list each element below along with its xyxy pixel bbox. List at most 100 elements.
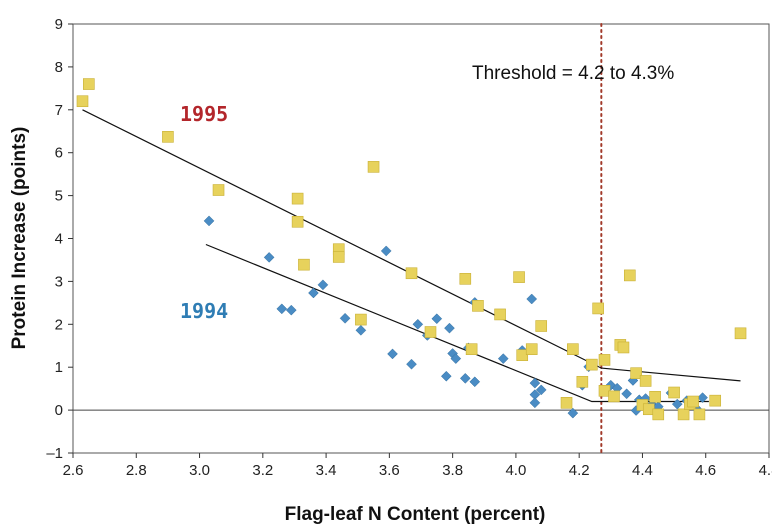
point-1994 xyxy=(535,384,547,396)
y-axis-title: Protein Increase (points) xyxy=(9,127,30,350)
point-1995 xyxy=(525,343,538,355)
point-1995 xyxy=(630,367,642,380)
point-1995 xyxy=(734,327,747,340)
point-1994 xyxy=(276,303,288,315)
y-tick-label: 6 xyxy=(55,145,63,162)
point-1994 xyxy=(526,293,538,305)
annotations: Threshold = 4.2 to 4.3% 1995 1994 xyxy=(180,63,674,323)
point-1995 xyxy=(677,408,690,421)
point-1995 xyxy=(535,320,548,332)
point-1995 xyxy=(560,397,573,409)
series-label-1994: 1994 xyxy=(180,299,228,323)
point-1994 xyxy=(387,348,398,360)
point-1994 xyxy=(406,358,417,370)
y-tick-label: 7 xyxy=(55,102,63,119)
x-tick-label: 3.4 xyxy=(316,462,337,479)
point-1994 xyxy=(317,279,329,291)
point-1994 xyxy=(567,407,579,419)
point-1994 xyxy=(469,376,481,388)
point-1995 xyxy=(623,269,636,282)
y-tick-label: 9 xyxy=(55,16,63,33)
x-tick-label: 4.8 xyxy=(759,462,772,479)
trend-lines xyxy=(82,109,741,403)
x-tick-label: 2.8 xyxy=(126,462,147,479)
point-1994 xyxy=(355,324,367,336)
x-tick-label: 3.2 xyxy=(252,462,273,479)
x-tick-label: 3.8 xyxy=(442,462,463,479)
x-tick-label: 2.6 xyxy=(63,462,84,479)
point-1994 xyxy=(412,318,424,330)
point-1995 xyxy=(298,258,310,271)
point-1995 xyxy=(649,391,661,403)
y-tick-label: 2 xyxy=(55,316,63,333)
plot-frame xyxy=(72,23,770,454)
threshold-label: Threshold = 4.2 to 4.3% xyxy=(472,63,674,84)
point-1994 xyxy=(671,398,683,410)
point-1994 xyxy=(339,312,351,324)
point-1995 xyxy=(668,386,680,399)
point-1995 xyxy=(291,192,304,205)
point-1994 xyxy=(440,370,452,382)
point-1995 xyxy=(459,273,472,285)
data-markers xyxy=(76,78,747,421)
point-1995 xyxy=(576,375,589,388)
point-1994 xyxy=(203,215,215,227)
point-1994 xyxy=(459,373,471,384)
point-1994 xyxy=(529,377,541,389)
x-tick-label: 4.2 xyxy=(569,462,590,479)
point-1995 xyxy=(513,271,525,283)
point-1994 xyxy=(497,353,509,364)
point-1995 xyxy=(494,308,506,321)
x-tick-label: 3.6 xyxy=(379,462,400,479)
point-1995 xyxy=(332,251,345,263)
point-1995 xyxy=(83,78,95,90)
point-1995 xyxy=(516,349,529,361)
y-tick-label: 3 xyxy=(55,273,63,290)
point-1995 xyxy=(291,215,304,228)
y-tick-label: 5 xyxy=(55,188,63,205)
x-tick-label: 4.6 xyxy=(695,462,716,479)
point-1995 xyxy=(465,343,478,355)
point-1995 xyxy=(355,313,367,326)
point-1995 xyxy=(367,161,380,173)
point-1995 xyxy=(472,300,484,312)
point-1995 xyxy=(693,408,706,421)
plot-area xyxy=(72,23,770,454)
point-1994 xyxy=(444,322,455,334)
point-1994 xyxy=(308,287,319,299)
point-1994 xyxy=(529,397,541,409)
point-1994 xyxy=(697,392,708,404)
point-1995 xyxy=(608,390,620,403)
point-1995 xyxy=(687,395,699,408)
point-1995 xyxy=(592,302,604,315)
point-1995 xyxy=(652,408,665,421)
y-tick-label: 1 xyxy=(55,359,63,376)
point-1995 xyxy=(567,343,579,355)
point-1995 xyxy=(405,267,418,280)
y-tick-label: 0 xyxy=(55,402,63,419)
axes: 2.6 2.8 3.0 3.2 3.4 3.6 3.8 4.0 4.2 4.4 4.6 4.8 –1 0 1… xyxy=(46,16,772,479)
point-1994 xyxy=(380,245,392,257)
y-tick-label: 4 xyxy=(55,231,63,248)
trend-line-1995 xyxy=(82,109,741,382)
x-tick-label: 3.0 xyxy=(189,462,210,479)
point-1995 xyxy=(617,341,630,354)
point-1995 xyxy=(639,375,652,387)
point-1994 xyxy=(621,388,632,400)
point-1995 xyxy=(162,131,174,143)
point-1995 xyxy=(586,358,598,371)
point-1995 xyxy=(598,354,611,366)
point-1995 xyxy=(709,394,722,407)
series-label-1995: 1995 xyxy=(180,102,228,126)
trend-line-1994 xyxy=(205,243,709,403)
point-1994 xyxy=(285,304,297,316)
point-1994 xyxy=(450,353,462,364)
point-1994 xyxy=(263,252,275,263)
point-1995 xyxy=(76,95,89,108)
point-1995 xyxy=(424,326,437,338)
y-tick-label: 8 xyxy=(55,59,63,76)
point-1994 xyxy=(431,313,443,325)
y-tick-label: –1 xyxy=(46,445,63,462)
x-tick-label: 4.4 xyxy=(632,462,653,479)
